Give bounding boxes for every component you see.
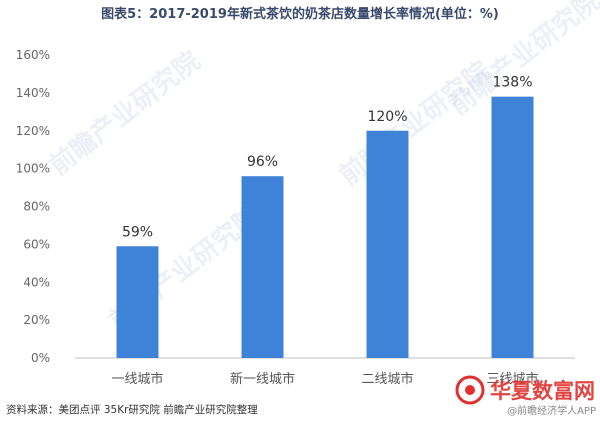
bar-4: [491, 96, 534, 358]
x-tick-label: 三线城市: [486, 371, 538, 387]
y-tick-label: 140%: [16, 86, 50, 100]
y-tick-label: 0%: [31, 351, 50, 365]
value-label: 96%: [247, 154, 278, 170]
value-label: 59%: [122, 224, 153, 240]
logo-ring-icon: [455, 375, 485, 405]
bars: [116, 96, 534, 358]
x-tick-label: 一线城市: [111, 371, 163, 387]
y-tick-label: 60%: [23, 237, 50, 251]
y-tick-label: 160%: [16, 48, 50, 62]
x-tick-label: 新一线城市: [230, 371, 295, 387]
x-axis: 一线城市 新一线城市 二线城市 三线城市: [111, 371, 538, 387]
value-label: 138%: [492, 75, 532, 91]
logo-text: 华夏数富网: [490, 379, 595, 403]
watermark-text: 前瞻产业研究院: [44, 45, 207, 181]
x-tick-label: 二线城市: [361, 371, 413, 387]
bar-1: [116, 246, 159, 358]
y-tick-label: 80%: [23, 200, 50, 214]
y-tick-label: 40%: [23, 275, 50, 289]
site-logo: 华夏数富网@前瞻经济学人APP: [455, 375, 596, 417]
logo-dot-icon: [465, 385, 475, 395]
y-tick-label: 20%: [23, 313, 50, 327]
source-note: 资料来源：美团点评 35Kr研究院 前瞻产业研究院整理: [6, 404, 258, 416]
value-labels: 59% 96% 120% 138%: [122, 75, 533, 241]
bar-3: [366, 130, 409, 358]
y-tick-label: 100%: [16, 162, 50, 176]
chart-title: 图表5：2017-2019年新式茶饮的奶茶店数量增长率情况(单位：%): [101, 7, 499, 22]
corner-watermark: @前瞻经济学人APP: [507, 404, 596, 417]
value-label: 120%: [367, 109, 407, 125]
y-tick-label: 120%: [16, 124, 50, 138]
bar-2: [241, 176, 284, 358]
